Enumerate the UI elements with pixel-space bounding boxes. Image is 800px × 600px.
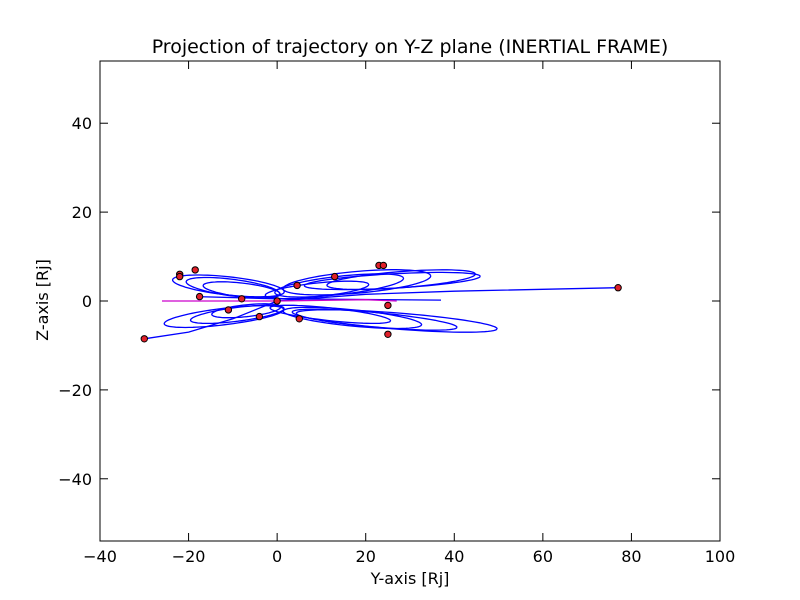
trajectory-point-5 xyxy=(191,266,199,274)
trajectory-point-11 xyxy=(384,301,392,310)
trajectory-loop-14 xyxy=(211,303,282,319)
trajectory-loop-13 xyxy=(189,304,285,325)
x-tick-label: 100 xyxy=(705,547,736,566)
y-tick-label: 0 xyxy=(82,292,92,311)
y-tick-label: 40 xyxy=(72,114,92,133)
trajectory-point-8 xyxy=(273,297,281,305)
plot-area xyxy=(140,261,622,343)
trajectory-point-12 xyxy=(384,330,392,338)
y-tick-label: 20 xyxy=(72,203,92,222)
trajectory-point-16 xyxy=(176,272,184,281)
trajectory-line-3 xyxy=(162,299,397,302)
trajectory-point-0 xyxy=(614,284,622,292)
trajectory-point-3 xyxy=(379,261,388,270)
x-tick-label: 20 xyxy=(356,547,376,566)
chart-title: Projection of trajectory on Y-Z plane (I… xyxy=(152,36,669,58)
trajectory-point-14 xyxy=(224,306,233,314)
y-tick-label: −20 xyxy=(58,381,92,400)
trajectory-point-15 xyxy=(331,272,339,281)
trajectory-point-1 xyxy=(140,335,149,343)
y-tick-label: −40 xyxy=(58,470,92,489)
trajectory-loop-0 xyxy=(303,271,481,291)
y-axis-label: Z-axis [Rj] xyxy=(33,259,52,341)
trajectory-loop-9 xyxy=(171,274,285,298)
trajectory-point-7 xyxy=(238,295,246,303)
trajectory-loop-6 xyxy=(291,308,458,331)
trajectory-point-6 xyxy=(195,292,204,301)
x-tick-label: −20 xyxy=(172,547,206,566)
trajectory-loop-5 xyxy=(295,309,498,333)
axis-ticks: −40 −20 0 20 40 60 80 100 −40 −20 0 20 40 xyxy=(58,61,735,566)
trajectory-loop-1 xyxy=(326,269,476,291)
trajectory-loop-8 xyxy=(269,304,392,325)
x-tick-label: 80 xyxy=(621,547,641,566)
trajectory-point-13 xyxy=(255,312,264,321)
x-axis-label: Y-axis [Rj] xyxy=(370,569,450,588)
trajectory-point-10 xyxy=(295,315,303,323)
trajectory-loop-4 xyxy=(264,280,370,300)
trajectory-loop-3 xyxy=(274,273,405,298)
x-tick-label: 0 xyxy=(272,547,282,566)
x-tick-label: 40 xyxy=(444,547,464,566)
x-tick-label: 60 xyxy=(533,547,553,566)
x-tick-label: −40 xyxy=(83,547,117,566)
trajectory-point-9 xyxy=(293,281,301,290)
